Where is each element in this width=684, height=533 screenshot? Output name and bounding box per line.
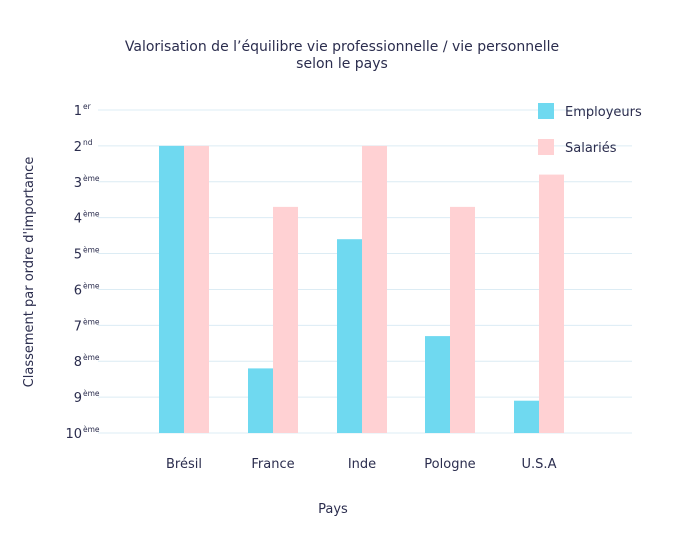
- x-tick-label: France: [251, 457, 294, 472]
- y-tick-suffix: ème: [83, 353, 100, 362]
- y-tick-label: 7 ème: [74, 317, 100, 334]
- y-tick-suffix: ème: [83, 246, 100, 255]
- y-axis-label: Classement par ordre d'importance: [22, 157, 37, 388]
- y-tick-suffix: ème: [83, 174, 100, 183]
- bar-salariés-1: [273, 206, 298, 433]
- x-tick-label: U.S.A: [522, 457, 557, 472]
- bars: [159, 145, 564, 433]
- y-tick-suffix: ème: [83, 425, 100, 434]
- y-tick-label: 9 ème: [74, 389, 100, 406]
- y-tick-suffix: ème: [83, 389, 100, 398]
- y-tick-suffix: nd: [83, 138, 93, 147]
- bar-employeurs-4: [514, 400, 539, 433]
- y-tick-label: 4 ème: [74, 210, 100, 227]
- y-tick-number: 3: [74, 176, 82, 191]
- bar-employeurs-3: [425, 336, 450, 433]
- bar-salariés-4: [539, 174, 564, 433]
- y-tick-label: 10 ème: [65, 425, 99, 442]
- y-tick-label: 6 ème: [74, 281, 100, 298]
- y-tick-label: 8 ème: [74, 353, 100, 370]
- legend-swatch: [538, 139, 554, 155]
- x-tick-label: Brésil: [166, 457, 202, 472]
- y-tick-suffix: ème: [83, 210, 100, 219]
- y-tick-number: 5: [74, 248, 82, 263]
- y-tick-number: 2: [74, 140, 82, 155]
- x-axis-ticks: Brésil France Inde Pologne U.S.A: [166, 457, 557, 472]
- x-axis-label: Pays: [318, 502, 348, 517]
- bar-salariés-3: [450, 206, 475, 433]
- y-tick-suffix: ème: [83, 281, 100, 290]
- y-tick-number: 1: [74, 104, 82, 119]
- legend-label: Salariés: [565, 141, 617, 156]
- chart-title-line-1: Valorisation de l’équilibre vie professi…: [125, 39, 559, 55]
- legend-label: Employeurs: [565, 105, 642, 120]
- chart-title-line-2: selon le pays: [296, 56, 388, 72]
- y-tick-number: 9: [74, 391, 82, 406]
- y-tick-number: 7: [74, 319, 82, 334]
- bar-salariés-0: [184, 145, 209, 433]
- y-tick-number: 4: [74, 212, 82, 227]
- bar-employeurs-1: [248, 368, 273, 433]
- bar-salariés-2: [362, 145, 387, 433]
- bar-employeurs-0: [159, 145, 184, 433]
- x-tick-label: Pologne: [424, 457, 475, 472]
- bar-employeurs-2: [337, 239, 362, 433]
- y-tick-number: 6: [74, 283, 82, 298]
- x-tick-label: Inde: [348, 457, 376, 472]
- y-tick-label: 5 ème: [74, 246, 100, 263]
- y-tick-suffix: er: [83, 102, 92, 111]
- y-tick-number: 10: [65, 427, 82, 442]
- legend-swatch: [538, 103, 554, 119]
- y-tick-label: 3 ème: [74, 174, 100, 191]
- legend: Employeurs Salariés: [538, 103, 642, 156]
- y-tick-number: 8: [74, 355, 82, 370]
- y-tick-suffix: ème: [83, 317, 100, 326]
- y-tick-label: 1 er: [74, 102, 92, 119]
